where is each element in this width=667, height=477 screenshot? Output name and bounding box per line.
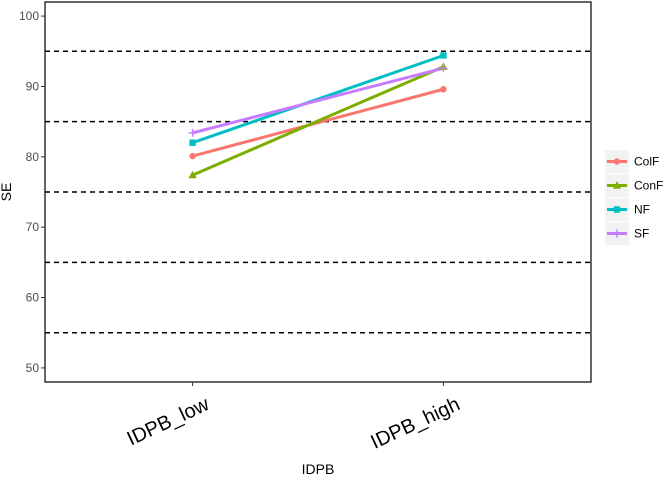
- series-line-sf: [192, 66, 444, 135]
- legend-label: ConF: [634, 179, 663, 193]
- legend-key-marker: [613, 229, 621, 238]
- legend-label: NF: [634, 203, 650, 217]
- series-line-colf: [192, 87, 444, 158]
- legend-label: SF: [634, 227, 649, 241]
- x-tick-label: IDPB_high: [367, 393, 463, 453]
- y-axis: 50 60 70 80 90 100: [19, 9, 45, 375]
- legend-key-marker: [613, 158, 621, 165]
- series-line-conf: [191, 65, 445, 177]
- data-point-conf: [188, 170, 197, 179]
- y-axis-title: SE: [0, 183, 14, 202]
- legend-key-marker: [613, 206, 621, 213]
- legend-key-marker: [612, 181, 622, 189]
- series-lines: [191, 54, 445, 177]
- reference-lines: [45, 50, 591, 334]
- data-point-nf: [440, 52, 447, 59]
- data-point-sf: [188, 128, 197, 137]
- x-axis-title: IDPB: [302, 461, 335, 477]
- y-tick-label: 60: [26, 291, 40, 305]
- x-tick-label: IDPB_low: [124, 393, 213, 450]
- data-point-sf: [439, 64, 448, 73]
- y-tick-label: 80: [26, 150, 40, 164]
- data-point-colf: [440, 86, 447, 93]
- data-point-colf: [189, 152, 196, 160]
- x-axis: IDPB_low IDPB_high: [124, 382, 463, 454]
- data-point-nf: [189, 139, 196, 146]
- y-tick-label: 70: [26, 220, 40, 234]
- y-tick-label: 100: [19, 9, 39, 23]
- y-tick-label: 50: [26, 361, 40, 375]
- legend-label: ColF: [634, 155, 659, 169]
- y-tick-label: 90: [26, 79, 40, 93]
- series-points: [188, 52, 448, 179]
- legend: ColF ConF NF SF: [605, 150, 663, 245]
